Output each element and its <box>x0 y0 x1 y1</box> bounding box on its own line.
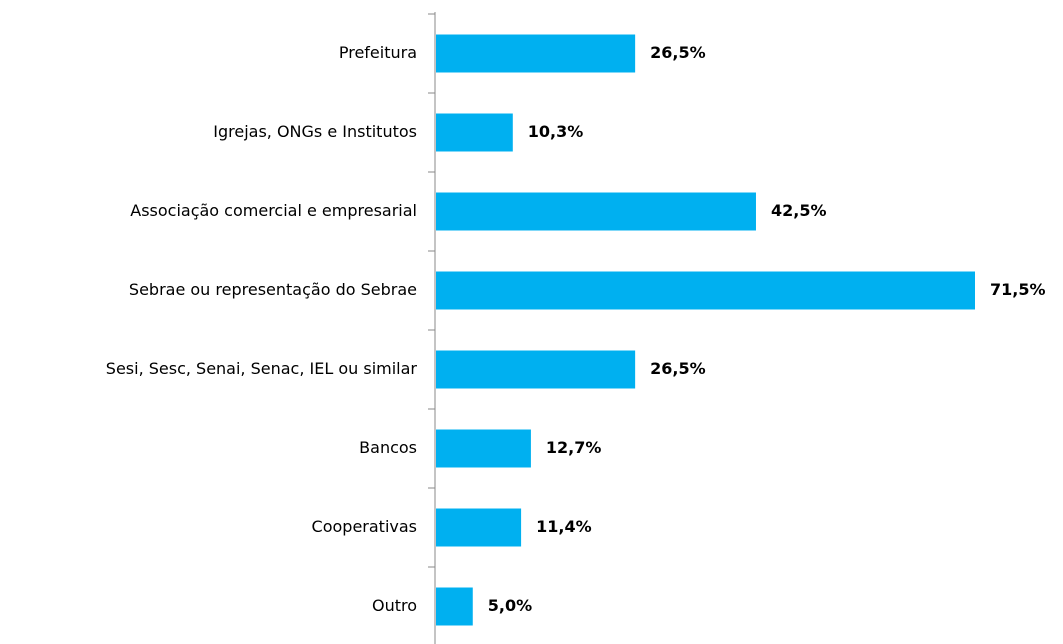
y-tick-label: Associação comercial e empresarial <box>130 201 417 220</box>
bar <box>436 587 473 626</box>
y-tick-label: Cooperativas <box>312 517 417 536</box>
bar <box>436 113 513 152</box>
y-tick-label: Prefeitura <box>339 43 417 62</box>
bar <box>436 34 636 73</box>
value-label: 26,5% <box>650 43 706 62</box>
value-label: 10,3% <box>528 122 584 141</box>
value-label: 26,5% <box>650 359 706 378</box>
value-label: 42,5% <box>771 201 827 220</box>
y-tick-label: Igrejas, ONGs e Institutos <box>213 122 417 141</box>
value-label: 5,0% <box>488 596 532 615</box>
bar <box>436 271 975 310</box>
value-label: 71,5% <box>990 280 1046 299</box>
bar <box>436 350 636 389</box>
bar <box>436 508 522 547</box>
y-tick-label: Bancos <box>359 438 417 457</box>
y-tick-label: Sesi, Sesc, Senai, Senac, IEL ou similar <box>106 359 418 378</box>
value-label: 12,7% <box>546 438 602 457</box>
bar <box>436 192 756 231</box>
y-tick-label: Outro <box>372 596 417 615</box>
y-tick-label: Sebrae ou representação do Sebrae <box>129 280 417 299</box>
value-label: 11,4% <box>536 517 592 536</box>
bar <box>436 429 531 468</box>
